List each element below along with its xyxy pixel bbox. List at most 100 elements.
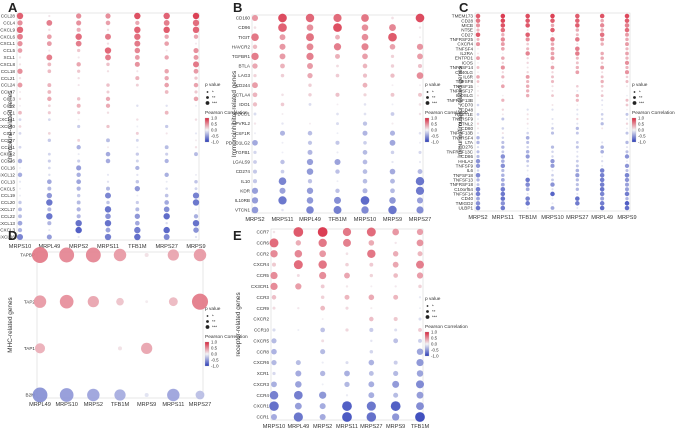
dot xyxy=(600,37,605,42)
legend-size-label: * xyxy=(212,90,214,95)
legend-size-label: * xyxy=(432,90,434,95)
dot xyxy=(307,140,313,145)
dot xyxy=(17,158,23,164)
dot xyxy=(345,394,349,397)
dot xyxy=(113,248,127,262)
dot xyxy=(270,282,278,291)
dot xyxy=(416,239,424,247)
dot xyxy=(272,262,276,267)
dot xyxy=(392,413,400,421)
dot xyxy=(601,155,604,158)
dot xyxy=(475,23,481,28)
dot xyxy=(336,112,339,116)
dot xyxy=(279,34,286,41)
dot xyxy=(550,27,555,33)
dot xyxy=(501,168,505,173)
dot xyxy=(252,82,258,89)
dot xyxy=(575,141,579,144)
dot xyxy=(526,28,529,32)
column-label: MRPS10 xyxy=(9,244,31,250)
dot xyxy=(550,37,555,42)
row-label: CXCR3 xyxy=(253,382,269,387)
dot xyxy=(418,296,422,299)
dot xyxy=(551,197,554,200)
legend-size-dot xyxy=(425,101,430,105)
dot xyxy=(575,196,580,201)
dot xyxy=(476,112,480,116)
dot xyxy=(19,187,21,190)
dot xyxy=(136,173,139,176)
dot xyxy=(625,182,629,187)
dot xyxy=(251,187,259,194)
row-label: CD244 xyxy=(236,83,251,88)
dot xyxy=(165,152,169,156)
row-label: LAG3 xyxy=(238,73,250,78)
dot xyxy=(47,96,52,102)
colorbar xyxy=(204,341,210,367)
dot xyxy=(105,103,111,108)
dot xyxy=(416,391,424,399)
dot xyxy=(76,13,82,19)
row-label: IL10RB xyxy=(235,198,250,203)
dot xyxy=(85,247,101,263)
dot xyxy=(306,52,314,61)
dot xyxy=(418,317,422,321)
dot xyxy=(335,73,340,78)
dot xyxy=(600,42,604,46)
dot xyxy=(501,84,505,89)
dot xyxy=(163,12,170,20)
dot xyxy=(501,136,505,139)
dot xyxy=(194,235,198,239)
row-label: CXCL5 xyxy=(0,186,15,191)
dot xyxy=(550,80,555,84)
dot xyxy=(307,179,313,184)
dot xyxy=(501,71,504,74)
dot xyxy=(344,272,350,279)
dot xyxy=(476,37,480,41)
dot xyxy=(550,42,555,46)
dot xyxy=(193,227,199,233)
dot xyxy=(47,111,51,115)
colorbar-tick: -0.5 xyxy=(211,358,219,363)
dot xyxy=(191,293,209,310)
legend-color-title: Pearson Correlation xyxy=(425,324,468,330)
dot xyxy=(105,158,111,164)
dot xyxy=(418,338,422,343)
dot xyxy=(318,260,327,269)
dot xyxy=(272,328,276,332)
dot xyxy=(526,174,529,177)
dot xyxy=(360,196,370,205)
legend-size-label: *** xyxy=(432,315,437,320)
row-label: TAP2 xyxy=(24,299,36,304)
legend-size-dot xyxy=(206,315,209,317)
dot xyxy=(18,118,22,121)
dot xyxy=(297,307,300,310)
dot xyxy=(17,48,23,53)
row-label: CD274 xyxy=(236,169,251,174)
row-label: CXCR6 xyxy=(253,360,269,365)
row-label: TNFSF8 xyxy=(456,79,474,84)
legend-size-label: * xyxy=(212,314,214,319)
dot xyxy=(368,359,375,366)
dot xyxy=(391,16,394,20)
dot xyxy=(280,159,285,165)
row-label: ULBP1 xyxy=(458,206,473,211)
dot xyxy=(475,32,481,38)
dot xyxy=(526,66,529,69)
row-label: CXCL13 xyxy=(0,221,15,226)
dot xyxy=(75,40,82,47)
dot xyxy=(500,65,505,70)
row-label: CCR7 xyxy=(256,230,269,235)
dot xyxy=(475,18,481,23)
dot xyxy=(252,63,258,69)
dot xyxy=(624,154,630,159)
row-label: TNFSF14 xyxy=(453,192,473,197)
dot xyxy=(106,62,110,67)
row-label: CCR9 xyxy=(256,306,269,311)
dot xyxy=(134,40,141,47)
dot xyxy=(335,140,340,145)
dot xyxy=(477,47,479,50)
dot xyxy=(193,214,199,219)
row-label: TGFBR1 xyxy=(232,54,251,59)
dot xyxy=(476,127,480,130)
